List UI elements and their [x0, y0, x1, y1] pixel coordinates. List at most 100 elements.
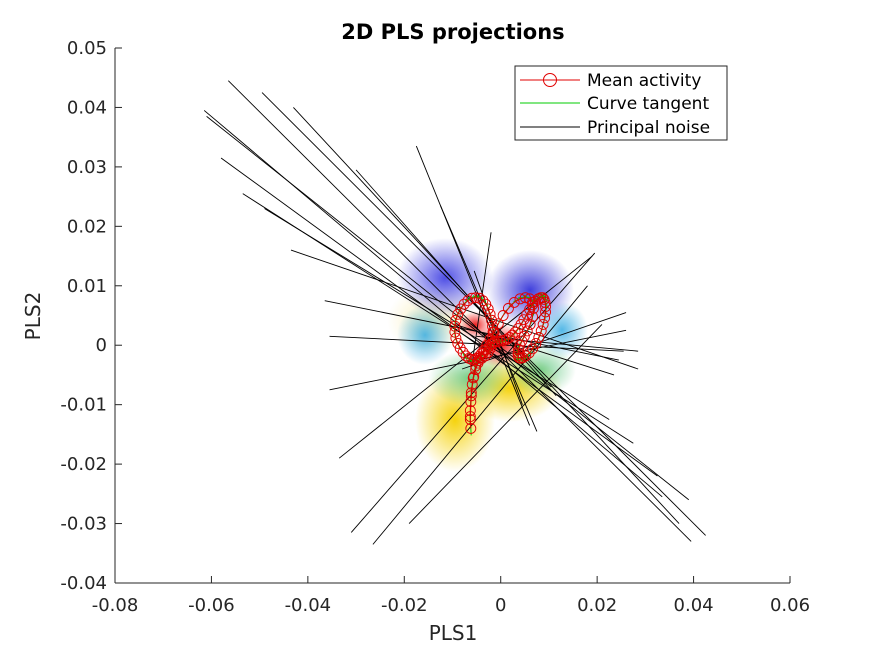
legend-entry-principal-noise: Principal noise — [520, 118, 710, 138]
x-tick-label: 0.06 — [770, 595, 810, 616]
principal-noise-line — [293, 107, 680, 524]
mean-activity-marker — [464, 414, 476, 425]
mean-activity-marker — [452, 337, 464, 349]
mean-activity-marker — [487, 326, 499, 338]
principal-noise-line — [329, 335, 624, 352]
mean-activity-marker — [450, 314, 462, 326]
mean-activity-marker — [518, 330, 530, 342]
mean-activity-marker — [466, 292, 478, 304]
y-tick-label: -0.02 — [60, 454, 107, 475]
mean-activity-marker — [465, 387, 477, 399]
legend-entry-mean-activity: Mean activity — [520, 71, 701, 91]
mean-activity-marker — [487, 320, 498, 332]
y-tick-label: 0.04 — [67, 97, 107, 118]
mean-activity-marker — [482, 346, 494, 358]
mean-activity-marker — [492, 318, 504, 330]
x-tick-label: 0 — [495, 595, 506, 616]
principal-noise-line — [220, 157, 658, 477]
mean-activity-marker — [477, 295, 489, 307]
x-tick-label: -0.06 — [188, 595, 235, 616]
principal-noise-line — [350, 252, 596, 533]
y-tick-label: -0.03 — [60, 514, 107, 535]
mean-activity-marker — [465, 422, 477, 434]
principal-noise-line — [415, 145, 531, 426]
mean-activity-marker — [474, 292, 485, 304]
mean-activity-marker — [539, 296, 551, 308]
principal-noise-line — [264, 208, 610, 420]
y-tick-label: 0.03 — [67, 157, 107, 178]
mean-activity-marker — [513, 352, 525, 364]
legend-label-curve-tangent: Curve tangent — [587, 94, 709, 114]
mean-activity-marker — [465, 396, 477, 408]
mean-activity-marker — [501, 333, 512, 345]
y-tick-label: 0.01 — [67, 276, 107, 297]
x-tick-label: -0.08 — [92, 595, 139, 616]
mean-activity-marker — [452, 308, 464, 320]
principal-noise-line — [324, 300, 619, 361]
x-tick-label: -0.02 — [381, 595, 428, 616]
mean-activity-marker — [532, 293, 544, 305]
mean-activity-marker — [482, 303, 494, 315]
legend-entry-curve-tangent: Curve tangent — [520, 94, 709, 114]
mean-activity-marker — [540, 306, 552, 318]
mean-activity-marker — [464, 411, 476, 423]
mean-activity-marker — [535, 325, 547, 337]
mean-activity-marker — [470, 292, 482, 304]
mean-activity-marker — [502, 302, 514, 314]
y-tick-label: 0.05 — [67, 38, 107, 59]
mean-activity-marker — [520, 350, 532, 362]
mean-activity-marker — [471, 352, 483, 364]
mean-activity-marker — [486, 314, 498, 326]
x-tick-label: 0.02 — [577, 595, 617, 616]
y-tick-label: -0.04 — [60, 573, 107, 594]
mean-activity-marker — [508, 296, 520, 308]
principal-noise-line — [459, 315, 552, 388]
mean-activity-marker — [512, 347, 524, 359]
mean-activity-marker — [486, 337, 498, 349]
axes — [114, 48, 790, 584]
mean-activity-marker — [521, 325, 533, 337]
principal-noise-line — [206, 116, 690, 501]
mean-activity-marker — [449, 326, 461, 338]
x-tick-label: 0.04 — [674, 595, 714, 616]
chart-title: 2D PLS projections — [341, 20, 564, 44]
y-tick-label: 0.02 — [67, 216, 107, 237]
mean-activity-marker — [460, 350, 472, 362]
mean-activity-line — [454, 297, 547, 429]
y-ticks: -0.04 -0.03 -0.02 -0.01 0 0.01 0.02 0.03 0.04 0.0… — [60, 38, 122, 594]
mean-activity-marker — [527, 311, 538, 323]
mean-activity-marker — [533, 332, 545, 343]
principal-noise-line — [440, 205, 538, 432]
mean-activity-marker — [527, 343, 538, 355]
principal-noise-line — [476, 335, 639, 352]
mean-activity-marker — [467, 372, 479, 384]
mean-activity-marker — [449, 320, 461, 332]
x-ticks: -0.08 -0.06 -0.04 -0.02 0 0.02 0.04 0.06 — [92, 576, 810, 616]
mean-activity-marker — [509, 326, 521, 338]
principal-noise-line — [372, 285, 588, 545]
mean-activity-marker — [514, 293, 526, 305]
y-tick-label: 0 — [96, 335, 107, 356]
mean-activity-marker — [458, 298, 470, 310]
y-tick-label: -0.01 — [60, 395, 107, 416]
mean-activity-marker — [540, 301, 552, 313]
activity-density-cloud — [387, 238, 588, 472]
legend: Mean activity Curve tangent Principal no… — [514, 65, 728, 141]
mean-activity-marker — [512, 350, 524, 362]
legend-marker-mean-activity — [543, 73, 557, 87]
mean-activity-marker — [506, 329, 518, 341]
mean-activity-marker — [464, 405, 476, 417]
principal-noise-line — [408, 324, 603, 524]
mean-activity-marker — [465, 390, 477, 402]
mean-activity-marker — [497, 310, 509, 321]
mean-activity-marker — [484, 308, 496, 320]
legend-label-mean-activity: Mean activity — [587, 71, 701, 91]
mean-activity-curve — [449, 292, 552, 434]
mean-activity-marker — [519, 292, 531, 304]
mean-activity-marker — [487, 332, 499, 344]
legend-label-principal-noise: Principal noise — [587, 118, 710, 138]
x-tick-label: -0.04 — [285, 595, 332, 616]
principal-noise-line — [461, 312, 627, 370]
mean-activity-marker — [524, 318, 536, 330]
